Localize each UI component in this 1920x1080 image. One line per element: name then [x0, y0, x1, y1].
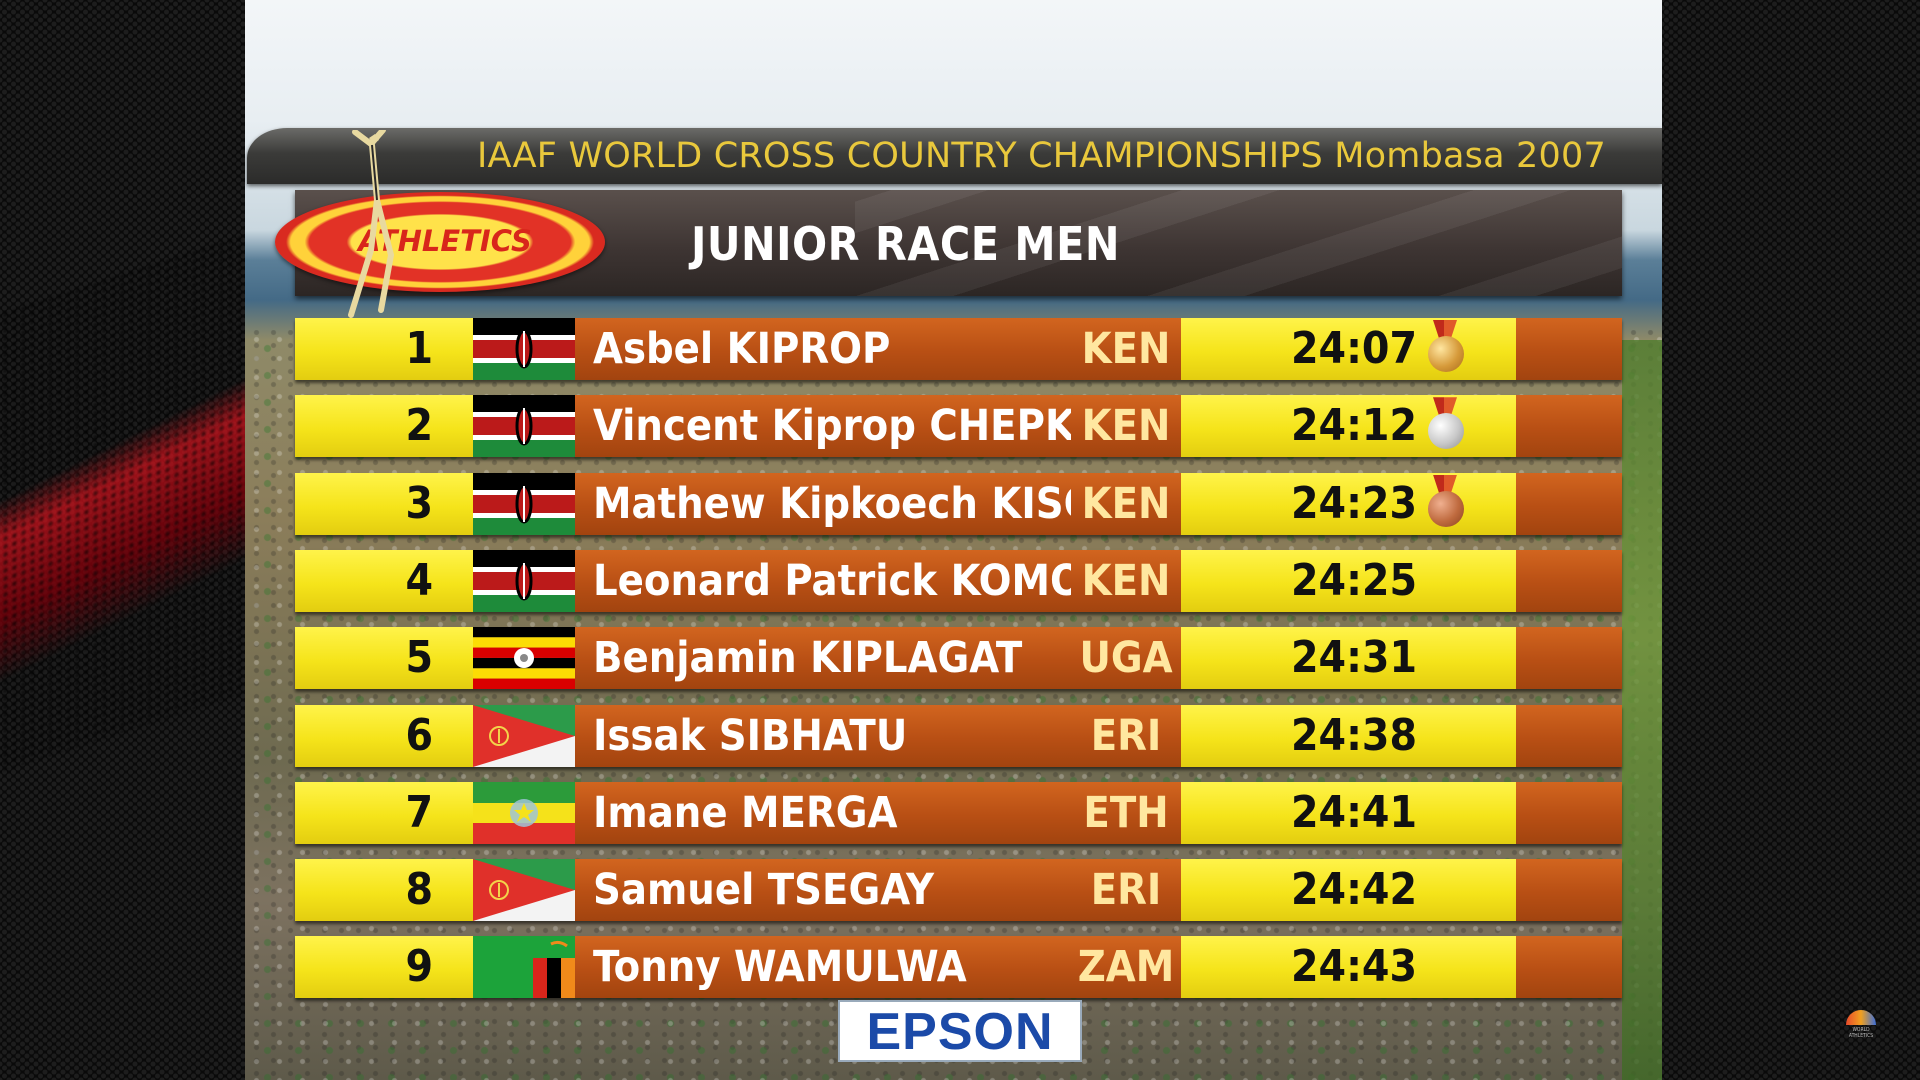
- athlete-name: Imane MERGA: [575, 781, 1071, 844]
- rank-cell: 4: [295, 549, 473, 612]
- row-end-cap: [1516, 627, 1622, 690]
- world-athletics-watermark: WORLD ATHLETICS: [1844, 1010, 1878, 1040]
- gold-medal-icon: [1423, 320, 1469, 378]
- athlete-name: Issak SIBHATU: [575, 704, 1071, 767]
- athlete-name: Benjamin KIPLAGAT: [575, 627, 1071, 690]
- nationality-code: UGA: [1071, 627, 1181, 690]
- athlete-name: Asbel KIPROP: [575, 318, 1071, 380]
- race-title: JUNIOR RACE MEN: [691, 217, 1121, 271]
- eritrea-flag-icon: [473, 859, 575, 922]
- row-end-cap: [1516, 395, 1622, 458]
- athlete-name: Mathew Kipkoech KISORIO: [575, 472, 1071, 535]
- left-side-panel: [0, 0, 340, 1080]
- world-athletics-logo-icon: [1846, 1010, 1876, 1025]
- rank-cell: 2: [295, 395, 473, 458]
- athlete-name: Samuel TSEGAY: [575, 859, 1071, 922]
- grass-background: [1622, 340, 1662, 1080]
- nationality-code: ERI: [1071, 704, 1181, 767]
- row-end-cap: [1516, 936, 1622, 999]
- kenya-flag-icon: [473, 318, 575, 380]
- nationality-code: ERI: [1071, 859, 1181, 922]
- finish-time: 24:25: [1181, 549, 1516, 612]
- sponsor-logo: EPSON: [838, 1000, 1082, 1062]
- finish-time: 24:31: [1181, 627, 1516, 690]
- rank-cell: 9: [295, 936, 473, 999]
- result-row: 7 Imane MERGA ETH 24:41: [295, 781, 1622, 844]
- rank-cell: 7: [295, 781, 473, 844]
- finish-time: 24:42: [1181, 859, 1516, 922]
- finish-time: 24:43: [1181, 936, 1516, 999]
- athletics-logo: ATHLETICS: [275, 130, 605, 320]
- rank-cell: 5: [295, 627, 473, 690]
- row-end-cap: [1516, 859, 1622, 922]
- rank-cell: 3: [295, 472, 473, 535]
- result-row: 1 Asbel KIPROP KEN 24:07: [295, 318, 1622, 380]
- result-row: 2 Vincent Kiprop CHEPKOKKEN24:12: [295, 395, 1622, 458]
- kenya-flag-icon: [473, 395, 575, 458]
- zambia-flag-icon: [473, 936, 575, 999]
- athlete-name: Vincent Kiprop CHEPKOK: [575, 395, 1071, 458]
- rank-cell: 8: [295, 859, 473, 922]
- right-side-panel: WORLD ATHLETICS: [1662, 0, 1920, 1080]
- rank-cell: 6: [295, 704, 473, 767]
- result-row: 9 Tonny WAMULWA ZAM 24:43: [295, 936, 1622, 999]
- rank-cell: 1: [295, 318, 473, 380]
- silver-medal-icon: [1423, 397, 1469, 455]
- nationality-code: KEN: [1071, 318, 1181, 380]
- result-row: 8 Samuel TSEGAY ERI 24:42: [295, 859, 1622, 922]
- nationality-code: ETH: [1071, 781, 1181, 844]
- broadcast-frame: IAAF WORLD CROSS COUNTRY CHAMPIONSHIPS M…: [245, 0, 1662, 1080]
- championship-header-bar: IAAF WORLD CROSS COUNTRY CHAMPIONSHIPS M…: [247, 128, 1662, 184]
- bronze-medal-icon: [1423, 474, 1469, 533]
- eritrea-flag-icon: [473, 704, 575, 767]
- result-row: 4 Leonard Patrick KOMON KEN 24:25: [295, 549, 1622, 612]
- ethiopia-flag-icon: [473, 781, 575, 844]
- row-end-cap: [1516, 781, 1622, 844]
- row-end-cap: [1516, 472, 1622, 535]
- row-end-cap: [1516, 549, 1622, 612]
- row-end-cap: [1516, 704, 1622, 767]
- athlete-name: Tonny WAMULWA: [575, 936, 1071, 999]
- result-row: 3 Mathew Kipkoech KISORIOKEN24:23: [295, 472, 1622, 535]
- finish-time: 24:38: [1181, 704, 1516, 767]
- championship-title: IAAF WORLD CROSS COUNTRY CHAMPIONSHIPS M…: [477, 136, 1606, 176]
- kenya-flag-icon: [473, 472, 575, 535]
- kenya-flag-icon: [473, 549, 575, 612]
- athletics-oval: [275, 192, 605, 292]
- uganda-flag-icon: [473, 627, 575, 690]
- watermark-text: WORLD ATHLETICS: [1848, 1027, 1874, 1039]
- result-row: 6 Issak SIBHATU ERI 24:38: [295, 704, 1622, 767]
- runner-figure-icon: [348, 130, 395, 318]
- nationality-code: KEN: [1071, 549, 1181, 612]
- nationality-code: KEN: [1071, 472, 1181, 535]
- finish-time: 24:41: [1181, 781, 1516, 844]
- athlete-name: Leonard Patrick KOMON: [575, 549, 1071, 612]
- row-end-cap: [1516, 318, 1622, 380]
- result-row: 5 Benjamin KIPLAGAT UGA 24:31: [295, 627, 1622, 690]
- nationality-code: KEN: [1071, 395, 1181, 458]
- nationality-code: ZAM: [1071, 936, 1181, 999]
